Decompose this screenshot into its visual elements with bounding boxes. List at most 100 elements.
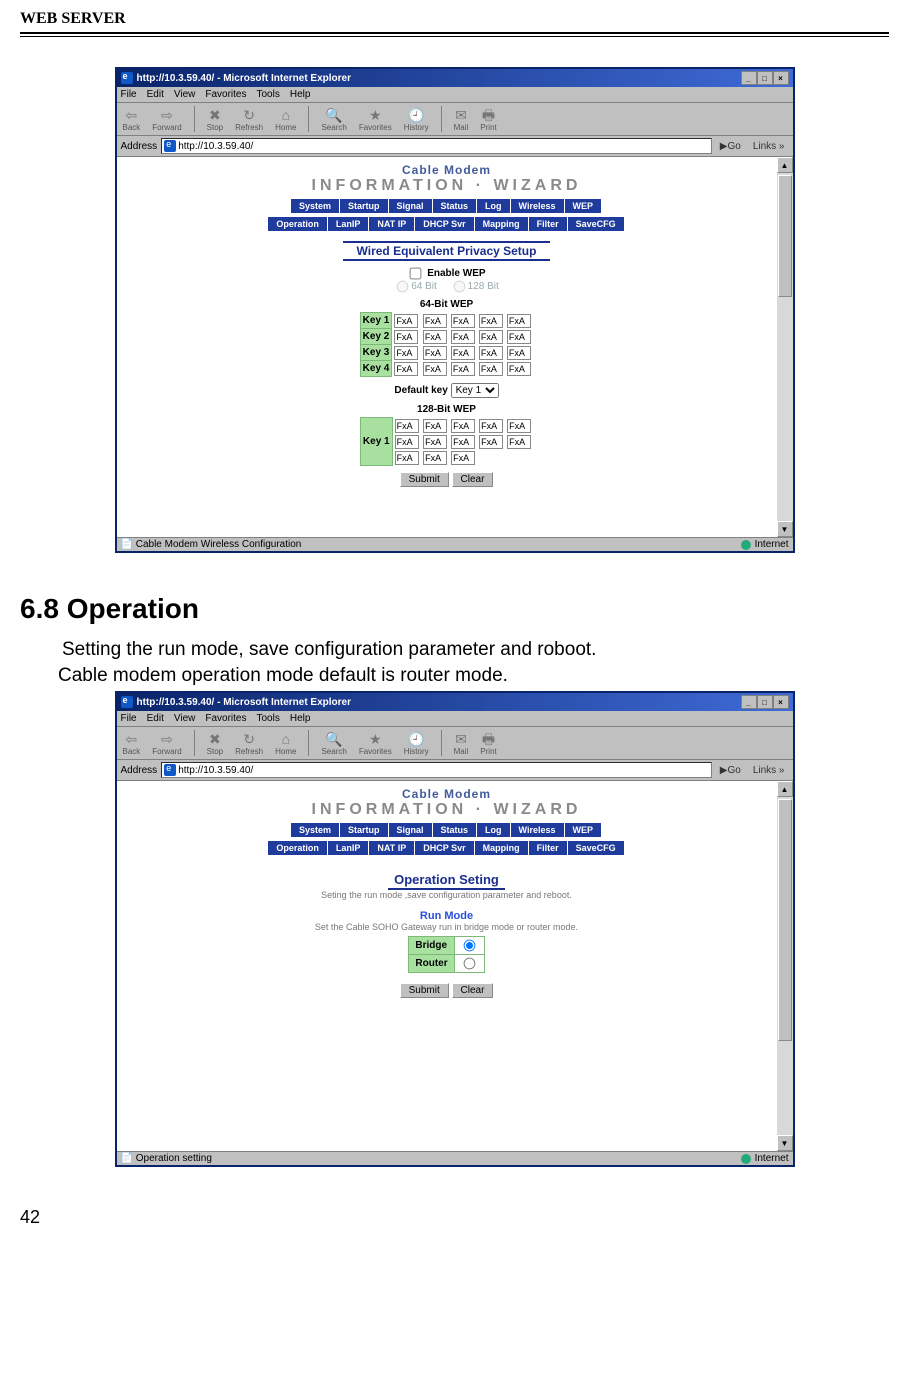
tab-mapping[interactable]: Mapping [475,217,529,231]
tab-natip[interactable]: NAT IP [369,217,415,231]
minimize-button[interactable]: _ [741,695,757,709]
k128-hex[interactable] [507,419,531,433]
go-button[interactable]: ▶Go [716,765,745,776]
clear-button[interactable]: Clear [452,983,494,998]
stop-button[interactable]: ✖Stop [207,732,223,756]
scrollbar[interactable]: ▲ ▼ [777,157,793,537]
menu-help[interactable]: Help [290,89,311,100]
menu-favorites[interactable]: Favorites [205,89,246,100]
tab-dhcp[interactable]: DHCP Svr [415,841,474,855]
key1-hex5[interactable] [507,314,531,328]
tab-operation[interactable]: Operation [268,217,328,231]
tab-wireless[interactable]: Wireless [511,823,565,837]
tab-status[interactable]: Status [433,199,478,213]
scroll-up-icon[interactable]: ▲ [777,781,793,797]
go-button[interactable]: ▶Go [716,141,745,152]
tab-lanip[interactable]: LanIP [328,217,370,231]
tab-startup[interactable]: Startup [340,199,389,213]
key2-hex2[interactable] [423,330,447,344]
clear-button[interactable]: Clear [452,472,494,487]
key1-hex3[interactable] [451,314,475,328]
tab-mapping[interactable]: Mapping [475,841,529,855]
tab-natip[interactable]: NAT IP [369,841,415,855]
stop-button[interactable]: ✖Stop [207,108,223,132]
scroll-thumb[interactable] [778,175,792,297]
scroll-up-icon[interactable]: ▲ [777,157,793,173]
links-label[interactable]: Links » [749,141,789,152]
tab-filter[interactable]: Filter [529,841,568,855]
k128-hex[interactable] [451,435,475,449]
scroll-down-icon[interactable]: ▼ [777,521,793,537]
print-button[interactable]: 🖶Print [480,108,496,132]
tab-system[interactable]: System [291,199,340,213]
key2-hex1[interactable] [394,330,418,344]
k128-hex[interactable] [507,435,531,449]
scrollbar[interactable]: ▲ ▼ [777,781,793,1151]
tab-system[interactable]: System [291,823,340,837]
submit-button[interactable]: Submit [400,472,449,487]
menu-favorites[interactable]: Favorites [205,713,246,724]
key2-hex3[interactable] [451,330,475,344]
search-button[interactable]: 🔍Search [321,108,346,132]
maximize-button[interactable]: □ [757,695,773,709]
favorites-button[interactable]: ★Favorites [359,108,392,132]
links-label[interactable]: Links » [749,765,789,776]
key3-hex3[interactable] [451,346,475,360]
mail-button[interactable]: ✉Mail [454,732,469,756]
tab-filter[interactable]: Filter [529,217,568,231]
menu-view[interactable]: View [174,713,196,724]
k128-hex[interactable] [451,419,475,433]
k128-hex[interactable] [423,435,447,449]
k128-hex[interactable] [451,451,475,465]
address-input[interactable]: http://10.3.59.40/ [161,138,712,154]
menu-edit[interactable]: Edit [147,89,164,100]
k128-hex[interactable] [479,419,503,433]
history-button[interactable]: 🕘History [404,108,429,132]
forward-button[interactable]: ⇨Forward [152,732,181,756]
default-key-select[interactable]: Key 1 [451,383,499,398]
key4-hex3[interactable] [451,362,475,376]
scroll-down-icon[interactable]: ▼ [777,1135,793,1151]
tab-wep[interactable]: WEP [565,823,603,837]
close-button[interactable]: × [773,695,789,709]
k128-hex[interactable] [479,435,503,449]
menu-file[interactable]: File [121,89,137,100]
tab-savecfg[interactable]: SaveCFG [568,217,625,231]
key3-hex4[interactable] [479,346,503,360]
submit-button[interactable]: Submit [400,983,449,998]
key4-hex4[interactable] [479,362,503,376]
k128-hex[interactable] [395,419,419,433]
k128-hex[interactable] [395,435,419,449]
maximize-button[interactable]: □ [757,71,773,85]
menu-view[interactable]: View [174,89,196,100]
enable-wep-checkbox[interactable] [410,268,422,280]
key3-hex1[interactable] [394,346,418,360]
k128-hex[interactable] [395,451,419,465]
key1-hex1[interactable] [394,314,418,328]
menu-help[interactable]: Help [290,713,311,724]
key1-hex4[interactable] [479,314,503,328]
menu-file[interactable]: File [121,713,137,724]
tab-lanip[interactable]: LanIP [328,841,370,855]
minimize-button[interactable]: _ [741,71,757,85]
forward-button[interactable]: ⇨Forward [152,108,181,132]
radio-128bit[interactable] [453,281,465,293]
key3-hex2[interactable] [423,346,447,360]
key4-hex5[interactable] [507,362,531,376]
key3-hex5[interactable] [507,346,531,360]
refresh-button[interactable]: ↻Refresh [235,108,263,132]
home-button[interactable]: ⌂Home [275,732,296,756]
search-button[interactable]: 🔍Search [321,732,346,756]
close-button[interactable]: × [773,71,789,85]
tab-signal[interactable]: Signal [389,823,433,837]
tab-status[interactable]: Status [433,823,478,837]
back-button[interactable]: ⇦Back [123,108,141,132]
home-button[interactable]: ⌂Home [275,108,296,132]
router-radio[interactable] [463,958,475,970]
key2-hex4[interactable] [479,330,503,344]
key1-hex2[interactable] [423,314,447,328]
menu-edit[interactable]: Edit [147,713,164,724]
history-button[interactable]: 🕘History [404,732,429,756]
back-button[interactable]: ⇦Back [123,732,141,756]
favorites-button[interactable]: ★Favorites [359,732,392,756]
